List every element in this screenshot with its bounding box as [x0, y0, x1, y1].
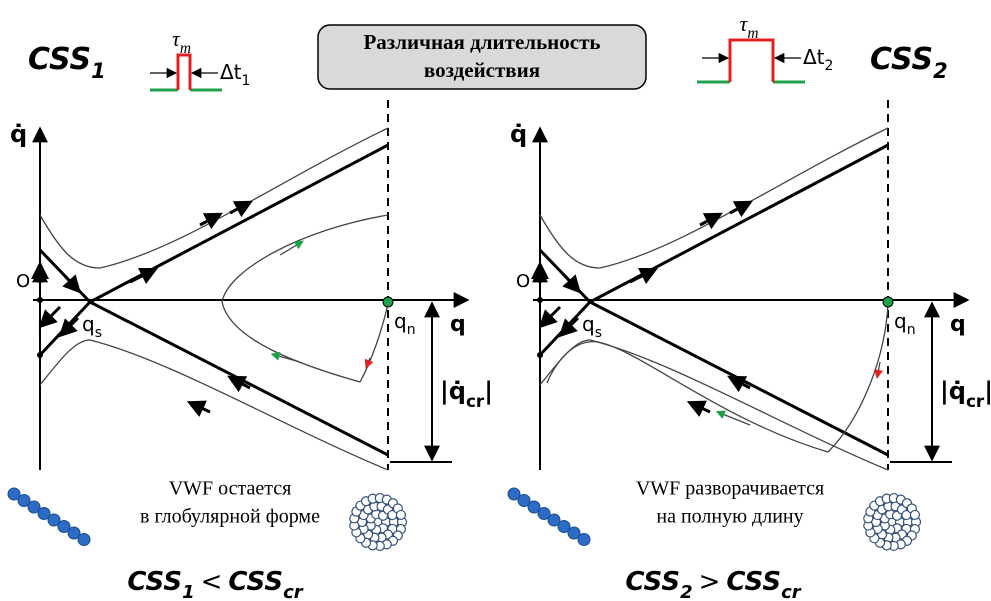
condition-rhs: CSS	[228, 567, 283, 597]
qcr-label-pre: |q̇	[440, 377, 466, 405]
qs-label: qs	[82, 312, 102, 342]
qn-label-sub: n	[907, 322, 916, 338]
qs-label-sub: s	[595, 325, 602, 341]
dt-label-base: Δt	[803, 45, 825, 69]
caption: в глобулярной форме	[140, 506, 320, 528]
separatrix	[40, 250, 388, 455]
dt-label: Δt1	[220, 60, 250, 90]
panel: q̇Oqqsqn|q̇cr|VWF остаетсяв глобулярной …	[8, 100, 493, 550]
tau-label-sub: m	[180, 40, 191, 57]
polymer-bead	[578, 534, 590, 546]
css-label-sub: 1	[91, 59, 106, 83]
qn-label-sub: n	[407, 322, 416, 338]
axis-dot	[537, 352, 543, 358]
equilibrium-dot	[883, 297, 893, 307]
flow-arrow	[565, 276, 575, 287]
css-label-sub: 2	[933, 59, 948, 83]
condition: CSS1<CSScr	[127, 567, 303, 601]
caption: на полную длину	[656, 506, 803, 528]
qcr-label: |q̇cr|	[440, 377, 493, 411]
axis-dot	[37, 352, 43, 358]
qs-label: qs	[582, 312, 602, 342]
red-trajectory	[360, 304, 388, 382]
qcr-label-sub: cr	[466, 391, 485, 411]
css-label: CSS1	[28, 42, 106, 84]
dt-label-base: Δt	[220, 60, 242, 84]
axis-dot	[537, 297, 543, 303]
condition-rhs: CSS	[726, 567, 781, 597]
y-axis-label: q̇	[510, 120, 527, 148]
separatrix	[540, 250, 888, 455]
flow-arrow	[545, 307, 560, 322]
condition-lhs-sub: 1	[182, 582, 195, 601]
condition: CSS2>CSScr	[625, 567, 801, 601]
green-trajectory	[222, 215, 388, 382]
condition-lhs: CSS	[625, 567, 680, 597]
qcr-label-post: |	[484, 377, 493, 405]
tau-label: τm	[740, 11, 759, 42]
origin-label: O	[516, 271, 530, 292]
dt-label-sub: 2	[825, 58, 834, 74]
origin-label: O	[16, 271, 30, 292]
flow-arrow	[45, 307, 60, 322]
condition-rhs-sub: cr	[781, 582, 802, 601]
qn-label-base: q	[394, 309, 407, 333]
tau-label: τm	[172, 26, 191, 57]
flow-arrow	[695, 405, 710, 412]
qcr-label: |q̇cr|	[940, 377, 991, 411]
qs-label-sub: s	[95, 325, 102, 341]
flow-arrow	[230, 205, 245, 213]
dt-label-sub: 1	[242, 73, 251, 89]
condition-rhs-sub: cr	[283, 582, 304, 601]
x-axis-label: q	[950, 312, 966, 337]
caption: VWF остается	[169, 478, 292, 500]
flow-arrow	[630, 272, 650, 282]
css-label-base: CSS	[870, 42, 933, 77]
css-label: CSS2	[870, 42, 948, 84]
dt-label: Δt2	[803, 45, 833, 75]
pulse	[178, 55, 190, 90]
qcr-label-post: |	[984, 377, 991, 405]
trajectory	[540, 128, 888, 268]
trajectory	[540, 340, 888, 470]
qn-label: qn	[894, 309, 916, 339]
globule-bead	[910, 510, 919, 519]
box-text: воздействия	[424, 58, 540, 82]
qcr-label-pre: |q̇	[940, 377, 966, 405]
green-arrow	[275, 355, 300, 362]
green-trajectory	[547, 342, 828, 452]
axis-dot	[37, 297, 43, 303]
polymer-bead	[78, 534, 90, 546]
flow-arrow	[65, 276, 75, 287]
equilibrium-dot	[383, 297, 393, 307]
pulse	[730, 40, 773, 82]
qn-label-base: q	[894, 309, 907, 333]
box-text: Различная длительность	[363, 30, 600, 54]
qcr-label-sub: cr	[966, 391, 985, 411]
flow-arrow	[130, 272, 150, 282]
diagram: Различная длительность воздействия q̇Oqq…	[0, 0, 991, 601]
condition-op: >	[699, 567, 721, 597]
condition-op: <	[201, 567, 223, 597]
globule-bead	[396, 510, 405, 519]
qn-label: qn	[394, 309, 416, 339]
trajectory	[40, 340, 388, 470]
x-axis-label: q	[450, 312, 466, 337]
tau-label-sub: m	[747, 25, 758, 42]
qs-label-base: q	[82, 312, 95, 336]
flow-arrow	[730, 205, 745, 213]
condition-lhs-sub: 2	[680, 582, 693, 601]
qs-label-base: q	[582, 312, 595, 336]
trajectory	[40, 128, 388, 268]
caption: VWF разворачивается	[636, 478, 824, 500]
css-label-base: CSS	[28, 42, 91, 77]
flow-arrow	[195, 405, 210, 412]
condition-lhs: CSS	[127, 567, 182, 597]
y-axis-label: q̇	[10, 120, 27, 148]
